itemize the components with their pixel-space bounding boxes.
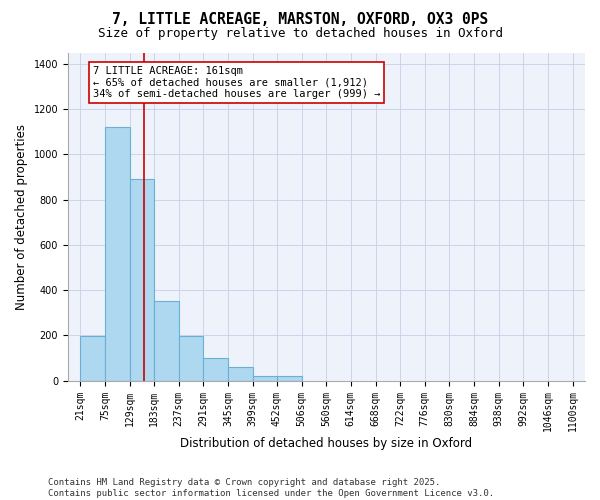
Text: Contains HM Land Registry data © Crown copyright and database right 2025.
Contai: Contains HM Land Registry data © Crown c…: [48, 478, 494, 498]
Bar: [80, 336, 105, 380]
Bar: [228, 367, 253, 380]
X-axis label: Distribution of detached houses by size in Oxford: Distribution of detached houses by size …: [181, 437, 473, 450]
Bar: [154, 302, 179, 380]
Bar: [130, 179, 154, 380]
Bar: [277, 376, 302, 380]
Text: 7 LITTLE ACREAGE: 161sqm
← 65% of detached houses are smaller (1,912)
34% of sem: 7 LITTLE ACREAGE: 161sqm ← 65% of detach…: [92, 66, 380, 100]
Text: Size of property relative to detached houses in Oxford: Size of property relative to detached ho…: [97, 28, 503, 40]
Bar: [253, 376, 277, 380]
Bar: [179, 336, 203, 380]
Text: 7, LITTLE ACREAGE, MARSTON, OXFORD, OX3 0PS: 7, LITTLE ACREAGE, MARSTON, OXFORD, OX3 …: [112, 12, 488, 28]
Bar: [203, 358, 228, 380]
Bar: [105, 127, 130, 380]
Y-axis label: Number of detached properties: Number of detached properties: [15, 124, 28, 310]
